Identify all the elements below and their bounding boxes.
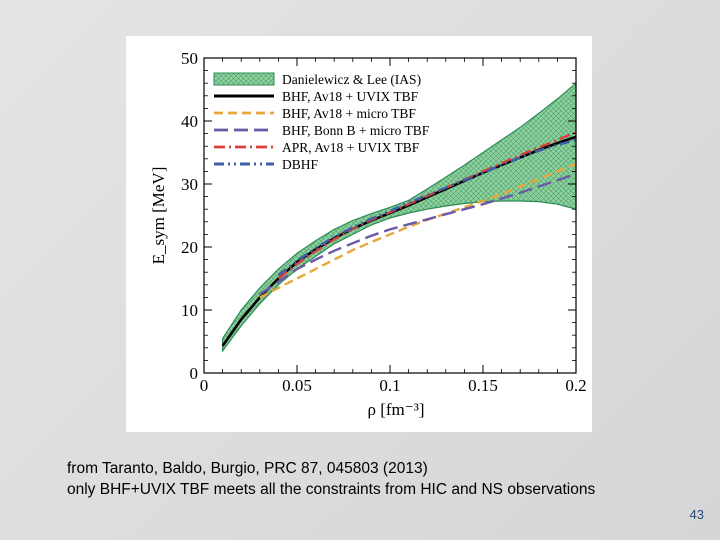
series-line-5	[277, 138, 577, 277]
series-line-4	[277, 131, 577, 280]
legend-entry-label: BHF, Av18 + UVIX TBF	[282, 89, 419, 104]
y-tick-label: 20	[181, 238, 198, 257]
legend-entry-label: DBHF	[282, 157, 319, 172]
x-tick-label: 0	[200, 376, 209, 395]
legend-entry-label: Danielewicz & Lee (IAS)	[282, 72, 421, 87]
legend-entry-label: APR, Av18 + UVIX TBF	[282, 140, 420, 155]
series-line-2	[259, 162, 577, 299]
chart-figure: 0 0.05 0.1 0.15 0.2 0 10 20 30 40 50 ρ [fm⁻³] E_sym …	[126, 36, 592, 432]
series-line-3	[259, 172, 577, 296]
caption: from Taranto, Baldo, Burgio, PRC 87, 045…	[67, 458, 707, 500]
y-axis-label: E_sym [MeV]	[149, 167, 168, 265]
slide-number: 43	[689, 507, 704, 522]
x-tick-label: 0.15	[468, 376, 498, 395]
y-tick-label: 50	[181, 49, 198, 68]
legend-entry-label: BHF, Bonn B + micro TBF	[282, 123, 430, 138]
legend-entry-label: BHF, Av18 + micro TBF	[282, 106, 416, 121]
x-tick-label: 0.05	[282, 376, 312, 395]
chart-svg: 0 0.05 0.1 0.15 0.2 0 10 20 30 40 50 ρ [fm⁻³] E_sym …	[149, 49, 587, 419]
caption-line-1: from Taranto, Baldo, Burgio, PRC 87, 045…	[67, 460, 428, 477]
x-tick-label: 0.1	[379, 376, 400, 395]
y-tick-label: 10	[181, 301, 198, 320]
y-tick-label: 40	[181, 112, 198, 131]
x-axis-label: ρ [fm⁻³]	[367, 400, 424, 419]
y-tick-label: 30	[181, 175, 198, 194]
y-tick-label: 0	[190, 364, 199, 383]
caption-line-2: only BHF+UVIX TBF meets all the constrai…	[67, 481, 596, 498]
x-tick-label: 0.2	[565, 376, 586, 395]
legend-swatch-band	[213, 72, 275, 86]
